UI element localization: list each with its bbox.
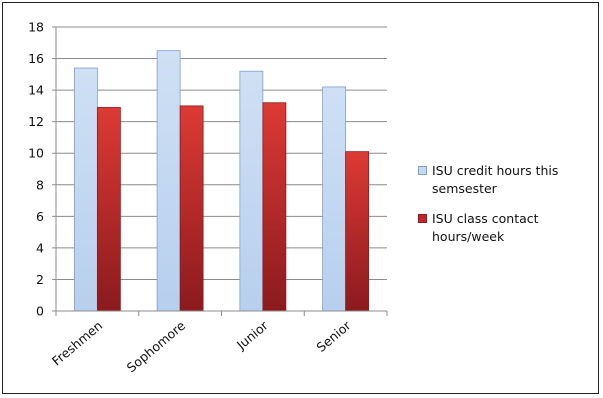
- x-tick-label-junior: Junior: [233, 317, 271, 353]
- bar-credit-hours-junior: [239, 70, 264, 312]
- y-tick-label: 2: [36, 272, 44, 287]
- legend: ISU credit hours this semsester ISU clas…: [418, 162, 596, 258]
- y-tick-label: 14: [28, 83, 44, 98]
- bar-contact-hours-senior: [345, 151, 370, 312]
- bar-contact-hours-sophomore: [179, 105, 204, 312]
- legend-item-credit-hours: ISU credit hours this semsester: [418, 162, 596, 198]
- legend-swatch-contact-hours: [418, 214, 427, 223]
- legend-label-contact-hours: ISU class contact hours/week: [432, 211, 539, 244]
- y-tick-label: 8: [36, 177, 44, 192]
- legend-item-contact-hours: ISU class contact hours/week: [418, 210, 596, 246]
- y-tick-label: 12: [28, 114, 44, 129]
- bar-credit-hours-senior: [322, 86, 347, 312]
- y-tick-label: 0: [36, 304, 44, 319]
- y-tick-label: 6: [36, 209, 44, 224]
- bar-credit-hours-freshmen: [73, 67, 98, 312]
- legend-swatch-credit-hours: [418, 166, 427, 175]
- x-tick-label-freshmen: Freshmen: [49, 318, 105, 369]
- x-tick-label-sophomore: Sophomore: [124, 318, 189, 376]
- y-tick-label: 18: [28, 20, 44, 35]
- bars: [73, 50, 370, 312]
- y-tick-label: 10: [28, 146, 44, 161]
- y-tick-label: 16: [28, 51, 44, 66]
- y-tick-label: 4: [36, 240, 44, 255]
- bar-contact-hours-freshmen: [96, 107, 121, 312]
- bar-contact-hours-junior: [262, 102, 287, 312]
- x-tick-label-senior: Senior: [313, 317, 354, 355]
- legend-label-credit-hours: ISU credit hours this semsester: [432, 163, 559, 196]
- bar-credit-hours-sophomore: [156, 50, 181, 312]
